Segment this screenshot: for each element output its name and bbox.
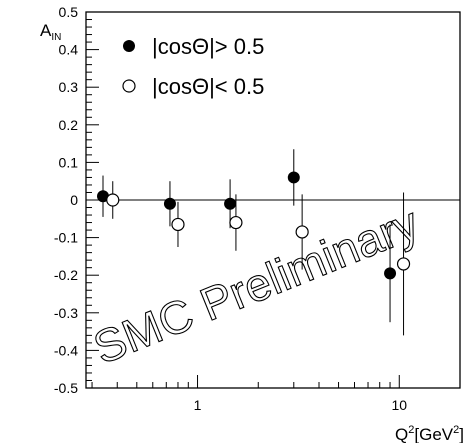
legend-label-open: |cosΘ|< 0.5 xyxy=(152,74,264,99)
legend-marker-open xyxy=(122,79,136,93)
legend-marker-filled xyxy=(123,40,135,52)
y-tick-label: -0.5 xyxy=(54,380,78,396)
open-point xyxy=(106,181,120,219)
marker-filled xyxy=(287,171,300,184)
marker-open xyxy=(229,215,243,230)
watermark: SMC Preliminary xyxy=(86,196,427,375)
y-axis-title-base: A xyxy=(40,21,52,40)
marker-filled xyxy=(97,190,110,203)
x-axis-title: Q2[GeV2] xyxy=(395,424,464,443)
y-axis-title-sub: IN xyxy=(51,32,61,43)
x-axis-title-unit-close: ] xyxy=(459,425,464,443)
open-point xyxy=(396,192,411,336)
y-axis-title: AIN xyxy=(40,21,61,43)
marker-filled xyxy=(384,267,397,280)
open-point xyxy=(295,194,309,270)
y-tick-label: -0.1 xyxy=(54,230,78,246)
y-tick-label: -0.2 xyxy=(54,267,78,283)
watermark-text: SMC Preliminary xyxy=(86,196,425,373)
legend: |cosΘ|> 0.5 |cosΘ|< 0.5 xyxy=(122,34,264,99)
y-tick-label: 0.4 xyxy=(59,42,79,58)
filled-point xyxy=(384,224,397,323)
open-point xyxy=(229,194,243,251)
x-axis-title-unit: [GeV xyxy=(414,425,453,443)
filled-point xyxy=(287,149,300,206)
y-axis-ticks: 0.5 0.4 0.3 0.2 0.1 0 -0.1 -0.2 -0.3 -0.4 -0.5 xyxy=(54,4,99,396)
x-axis-title-base: Q xyxy=(395,425,408,443)
marker-filled xyxy=(163,197,176,210)
x-axis-ticks: 1 10 xyxy=(91,375,461,413)
marker-filled xyxy=(224,197,237,210)
x-axis-title-unit-sup: 2 xyxy=(453,424,459,436)
legend-label-filled: |cosΘ|> 0.5 xyxy=(152,34,264,59)
data-points xyxy=(97,149,411,336)
y-tick-label: 0 xyxy=(70,192,78,208)
marker-open xyxy=(396,257,411,271)
marker-open xyxy=(106,193,120,207)
x-tick-label: 1 xyxy=(194,397,202,413)
y-tick-label: 0.3 xyxy=(59,79,79,95)
marker-open xyxy=(295,225,309,239)
filled-point xyxy=(163,181,176,227)
y-tick-label: -0.4 xyxy=(54,342,78,358)
marker-open xyxy=(171,217,185,232)
y-tick-label: 0.2 xyxy=(59,117,79,133)
open-point xyxy=(171,201,185,247)
x-axis-title-sup: 2 xyxy=(408,424,414,436)
y-tick-label: -0.3 xyxy=(54,305,78,321)
y-tick-label: 0.5 xyxy=(59,4,79,20)
y-tick-label: 0.1 xyxy=(59,154,79,170)
filled-point xyxy=(97,175,110,217)
x-tick-label: 10 xyxy=(391,397,407,413)
